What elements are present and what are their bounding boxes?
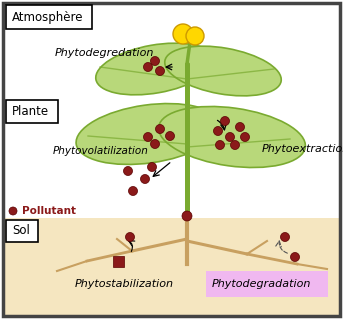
Circle shape (123, 167, 132, 175)
Circle shape (151, 56, 159, 65)
Circle shape (141, 174, 150, 183)
Circle shape (236, 122, 245, 131)
Circle shape (213, 127, 223, 136)
Text: Phytoextraction: Phytoextraction (262, 144, 343, 154)
Circle shape (143, 132, 153, 142)
FancyBboxPatch shape (206, 271, 328, 297)
Circle shape (291, 253, 299, 262)
Text: Phytodegredation: Phytodegredation (55, 48, 154, 58)
Circle shape (129, 187, 138, 196)
Circle shape (173, 24, 193, 44)
Text: Phytostabilization: Phytostabilization (75, 279, 174, 289)
Circle shape (215, 140, 225, 150)
Ellipse shape (76, 104, 220, 164)
Bar (3, 218, 340, 316)
Circle shape (126, 233, 134, 241)
Circle shape (155, 124, 165, 133)
Circle shape (230, 140, 239, 150)
Text: Phytovolatilization: Phytovolatilization (53, 146, 149, 156)
Circle shape (182, 211, 192, 221)
Circle shape (225, 132, 235, 142)
Circle shape (221, 116, 229, 125)
Text: Sol: Sol (12, 225, 30, 238)
Ellipse shape (96, 43, 214, 95)
Circle shape (151, 139, 159, 149)
Circle shape (240, 132, 249, 142)
Circle shape (155, 66, 165, 76)
Text: Atmosphère: Atmosphère (12, 11, 83, 24)
Circle shape (186, 27, 204, 45)
Circle shape (147, 162, 156, 172)
Bar (113, 256, 123, 266)
Circle shape (281, 233, 289, 241)
FancyBboxPatch shape (6, 100, 58, 123)
Circle shape (9, 207, 17, 215)
FancyBboxPatch shape (6, 220, 38, 242)
Text: Plante: Plante (12, 105, 49, 118)
Text: Phytodegradation: Phytodegradation (212, 279, 311, 289)
Ellipse shape (158, 107, 305, 167)
Text: Pollutant: Pollutant (22, 206, 76, 216)
Circle shape (143, 63, 153, 71)
Circle shape (166, 131, 175, 140)
FancyBboxPatch shape (6, 5, 92, 29)
Ellipse shape (165, 46, 281, 96)
